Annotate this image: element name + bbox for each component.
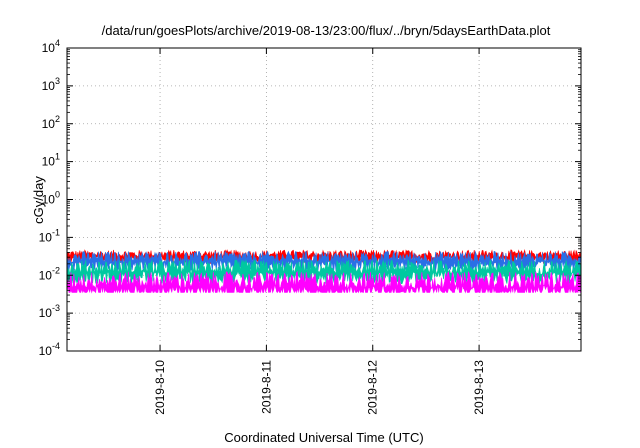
- series-layer: [66, 249, 582, 294]
- y-tick-label: 101: [42, 152, 60, 169]
- y-axis-label: cGy/day: [31, 176, 46, 224]
- y-tick-label: 10-2: [39, 265, 60, 282]
- x-tick-label: 2019-8-13: [472, 360, 486, 415]
- chart-title: /data/run/goesPlots/archive/2019-08-13/2…: [102, 23, 551, 38]
- x-axis-label: Coordinated Universal Time (UTC): [224, 430, 423, 445]
- grid: [67, 48, 581, 351]
- y-tick-label: 103: [42, 76, 60, 93]
- x-tick-label: 2019-8-10: [153, 360, 167, 415]
- y-tick-label: 10-4: [39, 341, 60, 358]
- x-tick-label: 2019-8-12: [366, 360, 380, 415]
- y-tick-label: 102: [42, 114, 60, 131]
- x-tick-label: 2019-8-11: [259, 360, 273, 414]
- y-tick-label: 104: [42, 38, 60, 55]
- y-tick-label: 100: [42, 190, 60, 207]
- y-tick-label: 10-3: [39, 303, 60, 320]
- y-tick-label: 10-1: [39, 227, 60, 244]
- ticks: 10-4 10-3 10-2 10-1 100 101 102 103 104 2019-8-10…: [39, 38, 581, 415]
